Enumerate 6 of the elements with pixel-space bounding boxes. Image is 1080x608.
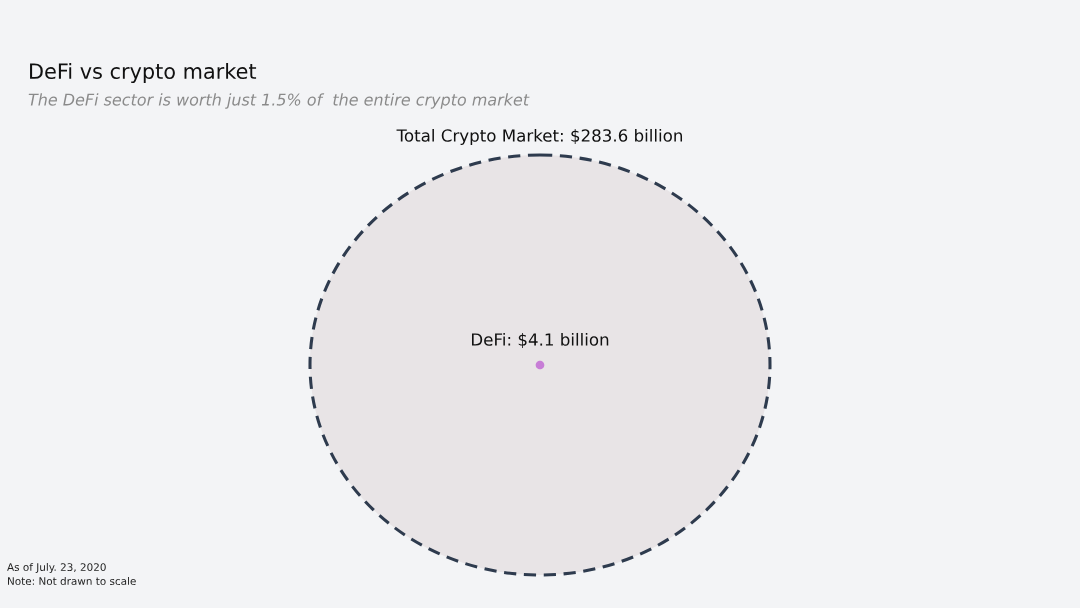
text: As of July. 23, 2020 — [7, 562, 106, 574]
text: DeFi vs crypto market — [30, 62, 257, 84]
data-label: Total Crypto Market: $283.6 billion — [396, 128, 683, 146]
text: The DeFi sector is worth just 1.5% of the entire crypto market — [28, 93, 530, 109]
text: Note: Not drawn to scale — [8, 576, 136, 586]
data-label: DeFi: $4.1 billion — [472, 332, 609, 349]
